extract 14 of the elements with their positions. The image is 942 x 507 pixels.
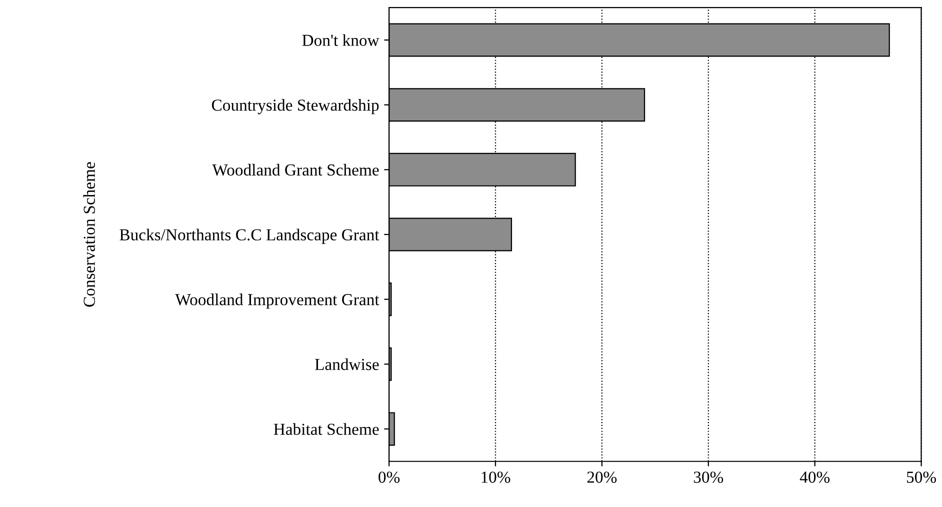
y-axis-title: Conservation Scheme (83, 162, 95, 307)
x-tick-label: 20% (587, 472, 617, 483)
x-tick-label: 30% (694, 472, 724, 483)
y-tick-label: Woodland Grant Scheme (212, 164, 379, 176)
x-tick-label: 50% (906, 472, 936, 483)
y-tick-label: Habitat Scheme (274, 423, 379, 435)
y-tick-label: Landwise (315, 358, 379, 370)
x-tick-label: 40% (800, 472, 830, 483)
y-tick-label: Bucks/Northants C.C Landscape Grant (120, 228, 380, 244)
y-tick-label: Countryside Stewardship (212, 99, 379, 114)
x-tick-label: 0% (378, 472, 400, 483)
y-tick-label: Woodland Improvement Grant (175, 294, 380, 309)
x-tick-label: 10% (482, 472, 510, 483)
y-tick-label: Don't know (302, 34, 380, 46)
